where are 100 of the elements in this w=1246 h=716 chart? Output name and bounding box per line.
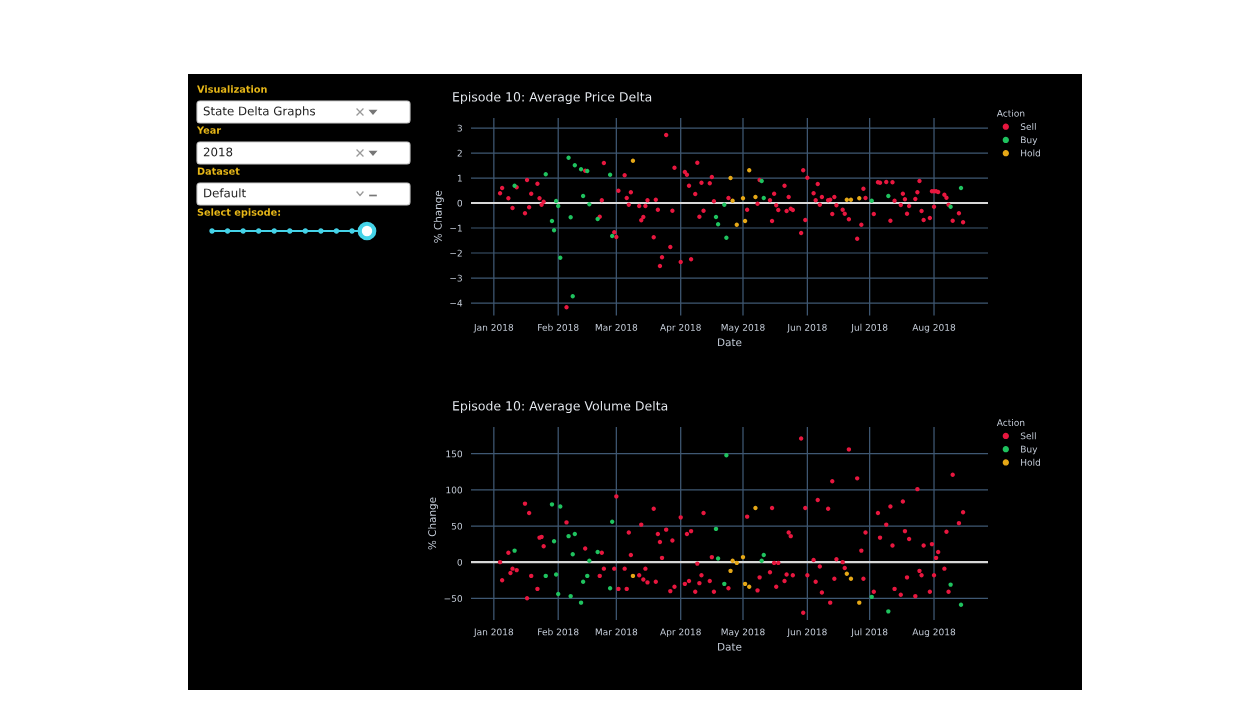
y-tick-label: 100 <box>446 486 463 494</box>
x-tick-label: Apr 2018 <box>660 323 701 333</box>
point <box>958 602 964 608</box>
point <box>570 552 575 557</box>
chart-title: Episode 10: Average Volume Delta <box>453 400 668 413</box>
point <box>566 155 571 160</box>
legend-title: Action <box>996 419 1025 427</box>
point <box>551 539 557 544</box>
x-tick-label: Feb 2018 <box>538 628 579 636</box>
point <box>713 526 719 532</box>
point <box>747 168 752 173</box>
point <box>595 549 600 555</box>
x-axis-title: Date <box>718 338 742 347</box>
point <box>857 600 862 605</box>
point <box>568 215 573 220</box>
x-tick-label: May 2018 <box>721 628 765 638</box>
point <box>551 228 557 233</box>
point <box>572 163 578 168</box>
y-tick-label: 0 <box>457 199 463 207</box>
point <box>734 222 739 227</box>
x-axis-title: Date <box>718 642 742 651</box>
y-tick-label: 2 <box>457 149 462 157</box>
y-tick-label: 1 <box>457 174 462 182</box>
point <box>869 594 874 600</box>
point <box>730 558 735 563</box>
point <box>759 558 764 563</box>
legend-title: Action <box>996 109 1025 117</box>
point <box>585 573 590 579</box>
point <box>722 581 727 587</box>
x-tick-label: Jul 2018 <box>850 628 888 637</box>
legend-label: Buy <box>1021 136 1038 145</box>
chart-title: Episode 10: Average Price Delta <box>453 91 652 104</box>
point <box>715 222 721 227</box>
point <box>869 198 874 203</box>
legend-label: Hold <box>1021 149 1040 157</box>
point <box>580 193 586 199</box>
point <box>715 556 721 561</box>
y-tick-label: −50 <box>444 595 463 602</box>
point <box>722 202 727 207</box>
point <box>566 533 571 539</box>
point <box>578 167 584 172</box>
point <box>844 571 850 576</box>
point <box>761 552 766 558</box>
legend-label: Buy <box>1021 445 1038 455</box>
x-tick-label: Mar 2018 <box>595 323 638 331</box>
point <box>753 194 758 200</box>
x-tick-label: May 2018 <box>721 323 765 333</box>
point <box>848 197 854 202</box>
point <box>549 502 555 507</box>
text: 2018 <box>203 147 233 157</box>
y-axis-title: % Change <box>433 190 444 243</box>
point <box>713 214 719 220</box>
point <box>724 235 729 240</box>
point <box>734 560 739 566</box>
point <box>630 158 636 163</box>
point <box>747 584 752 589</box>
point <box>730 198 735 203</box>
point <box>886 193 891 199</box>
point <box>740 554 746 560</box>
legend-label: Hold <box>1021 458 1040 466</box>
point <box>844 197 850 202</box>
text: Year <box>196 126 222 134</box>
x-tick-label: Jun 2018 <box>786 323 827 333</box>
point <box>609 233 615 239</box>
point <box>753 505 758 511</box>
x-tick-label: Aug 2018 <box>912 628 956 638</box>
x-tick-label: Feb 2018 <box>538 323 579 331</box>
point <box>558 255 563 260</box>
point <box>948 582 953 587</box>
x-tick-label: Aug 2018 <box>912 323 956 333</box>
point <box>630 573 636 579</box>
point <box>572 531 578 537</box>
y-tick-label: 150 <box>446 450 463 458</box>
text: Visualization <box>197 85 267 93</box>
point <box>761 195 766 201</box>
legend-label: Sell <box>1020 432 1036 440</box>
point <box>609 519 615 524</box>
point <box>543 172 548 177</box>
point <box>740 196 746 201</box>
point <box>848 576 854 581</box>
point <box>587 558 592 563</box>
x-tick-label: Jan 2018 <box>473 323 514 333</box>
y-tick-label: −4 <box>450 299 463 307</box>
point <box>742 581 748 587</box>
y-tick-label: −2 <box>450 249 462 257</box>
y-tick-label: 0 <box>457 558 463 566</box>
point <box>587 202 592 207</box>
text: Dataset <box>197 167 240 175</box>
point <box>553 198 559 204</box>
point <box>728 175 733 181</box>
y-tick-label: −3 <box>450 274 462 282</box>
point <box>580 579 586 584</box>
point <box>556 591 561 597</box>
point <box>607 172 613 177</box>
point <box>568 593 573 599</box>
point <box>724 453 729 458</box>
point <box>857 196 862 201</box>
point <box>607 586 613 591</box>
point <box>549 218 555 224</box>
x-tick-label: Apr 2018 <box>660 628 701 638</box>
